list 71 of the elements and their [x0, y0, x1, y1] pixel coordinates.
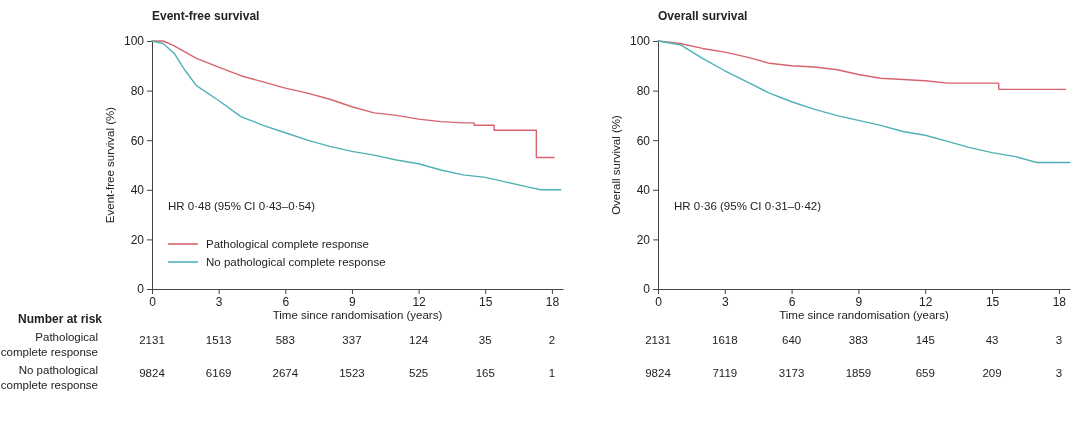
text: 209 [982, 367, 1002, 379]
y-tick-label: 40 [130, 183, 145, 198]
x-tick-label: 12 [412, 294, 427, 309]
text: 43 [985, 334, 999, 346]
text: 6169 [205, 367, 232, 379]
text: 3173 [778, 367, 805, 379]
x-tick-label: 6 [788, 294, 796, 309]
text: 1618 [712, 334, 738, 346]
x-axis-title: Time since randomisation (years) [272, 309, 443, 321]
x-tick-label: 18 [1052, 294, 1067, 309]
text: 583 [275, 334, 295, 346]
x-tick-label: 9 [855, 294, 863, 309]
text: 1 [548, 367, 556, 379]
legend-label: Pathological complete response [206, 238, 370, 250]
y-tick-label: 20 [130, 232, 145, 247]
y-tick-label: 0 [137, 282, 145, 297]
y-tick-label: 100 [123, 34, 145, 49]
text: 145 [915, 334, 935, 346]
annotation: HR 0·48 (95% CI 0·43–0·54) [168, 199, 316, 212]
text: 1523 [339, 367, 365, 379]
y-tick-label: 60 [636, 133, 651, 148]
text: No pathological complete response [0, 364, 98, 391]
y-axis-title: Overall survival (%) [610, 114, 622, 215]
annotation: HR 0·36 (95% CI 0·31–0·42) [674, 199, 822, 212]
y-tick-label: 20 [636, 232, 651, 247]
text: 124 [409, 334, 429, 346]
text: 3 [1055, 367, 1063, 379]
text: 1859 [845, 367, 872, 379]
x-tick-label: 15 [985, 294, 1000, 309]
x-tick-label: 3 [215, 294, 223, 309]
text: 7119 [712, 367, 738, 379]
x-axis-title: Time since randomisation (years) [779, 309, 949, 321]
text: 383 [848, 334, 869, 346]
y-tick-label: 100 [629, 34, 651, 49]
x-tick-label: 18 [545, 294, 560, 309]
text: 337 [342, 334, 362, 346]
text: 35 [478, 334, 492, 346]
text: 2131 [645, 334, 671, 346]
x-tick-label: 3 [721, 294, 729, 309]
text: 2 [548, 334, 556, 346]
x-tick-label: 0 [655, 294, 663, 309]
chart-title: Overall survival [658, 9, 748, 23]
y-tick-label: 80 [636, 83, 651, 98]
text: Number at risk [17, 312, 103, 326]
line-series [151, 40, 562, 191]
text: 9824 [645, 367, 672, 379]
y-tick-label: 80 [130, 83, 145, 98]
line-series [151, 40, 555, 159]
x-tick-label: 9 [349, 294, 357, 309]
x-tick-label: 0 [149, 294, 157, 309]
text: 2674 [272, 367, 299, 379]
line-series [657, 40, 1071, 164]
text: 525 [409, 367, 429, 379]
text: 659 [915, 367, 935, 379]
text: 9824 [139, 367, 166, 379]
x-tick-label: 15 [479, 294, 493, 309]
y-tick-label: 40 [636, 183, 651, 198]
y-axis-title: Event-free survival (%) [104, 106, 116, 224]
chart-title: Event-free survival [152, 9, 260, 23]
y-tick-label: 60 [130, 133, 145, 148]
text: Pathological complete response [0, 331, 98, 358]
text: 1513 [205, 334, 232, 346]
line-series [657, 40, 1067, 91]
text: 165 [475, 367, 495, 379]
text: 640 [782, 334, 802, 346]
y-tick-label: 0 [643, 282, 651, 297]
text: 2131 [139, 334, 165, 346]
x-tick-label: 6 [282, 294, 290, 309]
x-tick-label: 12 [919, 294, 933, 309]
legend-label: No pathological complete response [206, 256, 386, 268]
text: 3 [1055, 334, 1063, 346]
